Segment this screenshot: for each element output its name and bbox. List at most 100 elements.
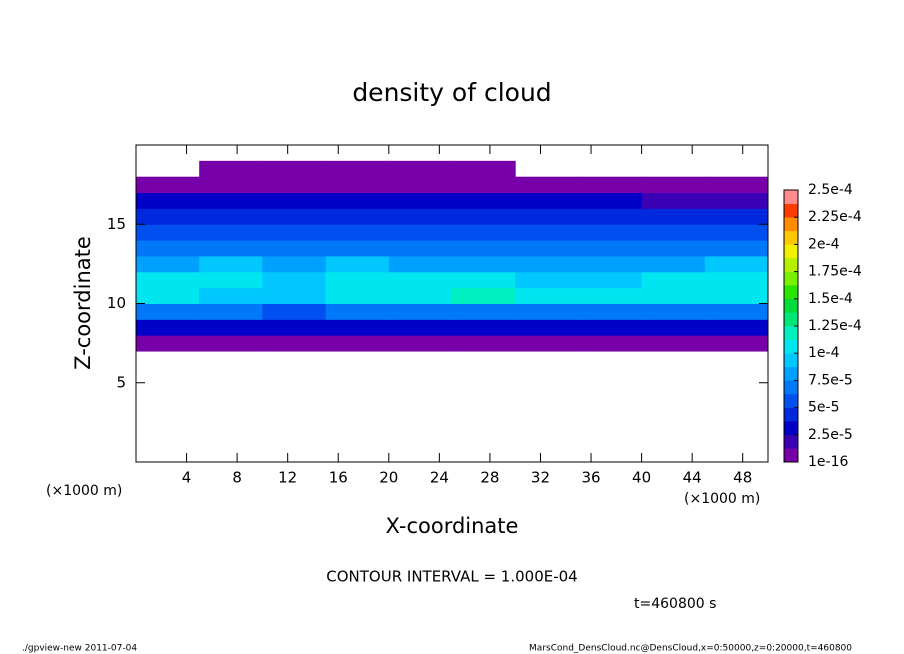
heat-cell	[515, 192, 579, 209]
colorbar-segment	[784, 448, 798, 463]
heat-cell	[199, 319, 263, 336]
colorbar-label: 1.25e-4	[808, 318, 862, 334]
heat-cell	[325, 224, 390, 241]
heat-cell	[136, 287, 200, 304]
heat-cell	[704, 208, 769, 225]
heat-cell	[704, 255, 769, 273]
heat-cell	[199, 287, 263, 304]
colorbar-segment	[784, 271, 798, 286]
heat-cell	[325, 335, 390, 352]
colorbar-label: 2.5e-4	[808, 182, 853, 198]
heat-cell	[325, 271, 390, 289]
heat-cell	[325, 160, 390, 178]
heat-cell	[452, 319, 516, 336]
heat-cell	[388, 176, 453, 194]
heat-cell	[262, 319, 327, 336]
heat-cell	[515, 224, 579, 241]
heat-cell	[452, 271, 516, 289]
heat-cell	[641, 319, 706, 336]
time-label: t=460800 s	[634, 596, 716, 612]
heat-cell	[578, 335, 643, 352]
heat-cell	[641, 255, 706, 273]
heat-cell	[262, 271, 327, 289]
x-tick-label: 44	[683, 469, 702, 487]
heat-cell	[704, 192, 769, 209]
heat-cell	[199, 160, 263, 178]
heat-cell	[515, 303, 579, 320]
heat-cell	[262, 287, 327, 304]
heat-cell	[641, 192, 706, 209]
heat-cell	[262, 192, 327, 209]
y-axis-label: Z-coordinate	[71, 236, 95, 370]
heat-cell	[136, 192, 200, 209]
colorbar-segment	[784, 421, 798, 436]
colorbar-label: 5e-5	[808, 400, 839, 416]
heat-cell	[388, 303, 453, 320]
colorbar-segment	[784, 366, 798, 381]
heat-cell	[704, 176, 769, 194]
heat-cell	[578, 192, 643, 209]
heat-cell	[199, 335, 263, 352]
heat-cell	[262, 335, 327, 352]
heat-cell	[578, 287, 643, 304]
heat-cell	[388, 335, 453, 352]
heat-cell	[388, 319, 453, 336]
heat-cell	[452, 192, 516, 209]
heat-cell	[578, 255, 643, 273]
colorbar-segment	[784, 230, 798, 245]
heat-cell	[199, 240, 263, 257]
heat-cell	[325, 240, 390, 257]
colorbar-segment	[784, 407, 798, 422]
x-tick-label: 8	[232, 469, 242, 487]
heat-cell	[262, 255, 327, 273]
x-tick-label: 48	[733, 469, 752, 487]
heat-cell	[704, 319, 769, 336]
colorbar-segment	[784, 326, 798, 340]
x-tick-label: 20	[379, 469, 398, 487]
heat-cell	[578, 271, 643, 289]
heat-cell	[388, 287, 453, 304]
x-tick-label: 12	[278, 469, 297, 487]
heat-cell	[262, 240, 327, 257]
heat-cell	[325, 255, 390, 273]
footer-left: ./gpview-new 2011-07-04	[22, 644, 137, 654]
heat-cell	[515, 271, 579, 289]
y-tick-label: 5	[116, 373, 126, 391]
heat-cell	[199, 208, 263, 225]
colorbar-segment	[784, 298, 798, 313]
heat-cell	[136, 255, 200, 273]
heat-cell	[136, 176, 200, 194]
heat-cell	[515, 176, 579, 194]
heat-cell	[325, 176, 390, 194]
heat-cell	[136, 240, 200, 257]
heat-cell	[199, 176, 263, 194]
x-tick-label: 36	[581, 469, 600, 487]
heat-cell	[452, 160, 516, 178]
heat-cell	[136, 208, 200, 225]
heatmap	[136, 160, 769, 352]
contour-note: CONTOUR INTERVAL = 1.000E-04	[326, 568, 577, 586]
heat-cell	[325, 303, 390, 320]
heat-cell	[641, 224, 706, 241]
heat-cell	[515, 287, 579, 304]
colorbar-segment	[784, 217, 798, 232]
heat-cell	[136, 271, 200, 289]
heat-cell	[388, 160, 453, 178]
y-tick-label: 15	[107, 215, 126, 233]
heat-cell	[388, 208, 453, 225]
heat-cell	[578, 319, 643, 336]
colorbar-label: 1.75e-4	[808, 264, 862, 280]
heat-cell	[262, 303, 327, 320]
colorbar-label: 7.5e-5	[808, 372, 853, 388]
chart-title: density of cloud	[352, 78, 551, 107]
colorbar-label: 1.5e-4	[808, 291, 853, 307]
heat-cell	[704, 240, 769, 257]
x-unit-label: (×1000 m)	[684, 491, 760, 507]
heat-cell	[452, 208, 516, 225]
colorbar-segment	[784, 312, 798, 327]
heat-cell	[199, 271, 263, 289]
heat-cell	[325, 192, 390, 209]
x-tick-label: 28	[480, 469, 499, 487]
x-tick-label: 4	[182, 469, 192, 487]
heat-cell	[199, 192, 263, 209]
